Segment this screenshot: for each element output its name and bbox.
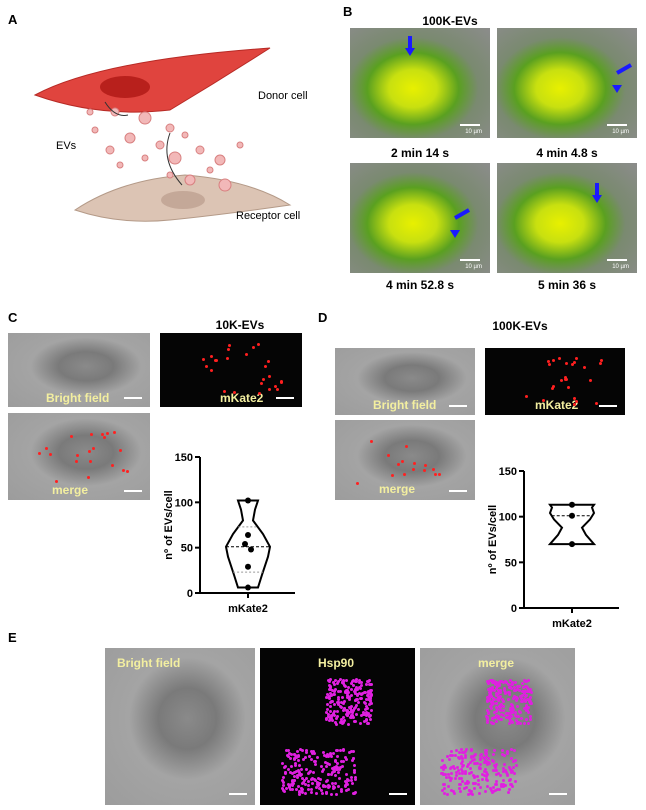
y-tick-label: 150: [499, 466, 517, 478]
data-point: [245, 585, 251, 591]
e-hsp90-label: Hsp90: [318, 656, 354, 670]
d-merge-image: merge: [335, 420, 475, 500]
b-frame-time: 5 min 36 s: [497, 278, 637, 292]
y-axis-label: nº of EVs/cell: [487, 505, 499, 574]
scale-bar-label: 10 µm: [612, 129, 629, 135]
d-brightfield-image: Bright field: [335, 348, 475, 415]
y-tick-label: 50: [505, 557, 517, 569]
panel-c-label: C: [8, 310, 17, 325]
violin-outline: [550, 505, 594, 544]
y-tick-label: 100: [499, 512, 517, 524]
e-brightfield-label: Bright field: [117, 656, 180, 670]
blue-arrow-icon: [617, 65, 631, 73]
scale-bar-label: 10 µm: [612, 264, 629, 270]
x-category-label: mKate2: [552, 618, 592, 630]
panel-b-title: 100K-EVs: [400, 14, 500, 28]
y-tick-label: 100: [175, 497, 193, 509]
receptor-nucleus: [161, 191, 205, 209]
panel-b-label: B: [343, 4, 352, 19]
d-brightfield-label: Bright field: [373, 398, 436, 412]
b-frame-time: 4 min 4.8 s: [497, 146, 637, 160]
b-frame-image: 10 µm: [350, 163, 490, 273]
c-merge-label: merge: [52, 483, 88, 497]
data-point: [569, 513, 575, 519]
panel-c-title: 10K-EVs: [200, 318, 280, 332]
scale-bar-label: 10 µm: [465, 129, 482, 135]
data-point: [569, 541, 575, 547]
e-merge-label: merge: [478, 656, 514, 670]
b-frame-time: 4 min 52.8 s: [350, 278, 490, 292]
data-point: [248, 546, 254, 552]
c-brightfield-label: Bright field: [46, 391, 109, 405]
data-point: [569, 502, 575, 508]
blue-arrow-icon: [455, 210, 469, 218]
evs-label: EVs: [56, 140, 76, 152]
data-point: [245, 532, 251, 538]
d-violin-plot: 0 50 100 150 mKate2 nº of EVs/cell: [480, 455, 645, 635]
scale-bar-label: 10 µm: [465, 264, 482, 270]
y-tick-label: 0: [511, 603, 517, 615]
receptor-cell-label: Receptor cell: [236, 210, 300, 222]
y-tick-label: 50: [181, 543, 193, 555]
c-violin-plot: 0 50 100 150 mKate2 nº of EVs/cell: [150, 450, 315, 625]
data-point: [245, 564, 251, 570]
b-frame-image: 10 µm: [497, 28, 637, 138]
b-frame-image: 10 µm: [350, 28, 490, 138]
c-brightfield-image: Bright field: [8, 333, 150, 407]
panel-d-title: 100K-EVs: [480, 319, 560, 333]
panel-d-label: D: [318, 310, 327, 325]
e-merge-image: merge: [420, 648, 575, 805]
y-tick-label: 150: [175, 452, 193, 464]
c-merge-image: merge: [8, 413, 150, 500]
c-mkate2-image: mKate2: [160, 333, 302, 407]
c-mkate2-label: mKate2: [220, 391, 263, 405]
data-point: [245, 498, 251, 504]
d-merge-label: merge: [379, 482, 415, 496]
e-brightfield-image: Bright field: [105, 648, 255, 805]
d-mkate2-image: mKate2: [485, 348, 625, 415]
donor-nucleus: [100, 76, 150, 98]
b-frame-image: 10 µm: [497, 163, 637, 273]
b-frame-time: 2 min 14 s: [350, 146, 490, 160]
y-axis-label: nº of EVs/cell: [163, 490, 175, 559]
donor-cell-label: Donor cell: [258, 90, 308, 102]
x-category-label: mKate2: [228, 603, 268, 615]
y-tick-label: 0: [187, 588, 193, 600]
e-hsp90-image: Hsp90: [260, 648, 415, 805]
panel-a-label: A: [8, 12, 17, 27]
donor-cell-shape: [35, 48, 270, 112]
panel-e-label: E: [8, 630, 17, 645]
data-point: [242, 541, 248, 547]
